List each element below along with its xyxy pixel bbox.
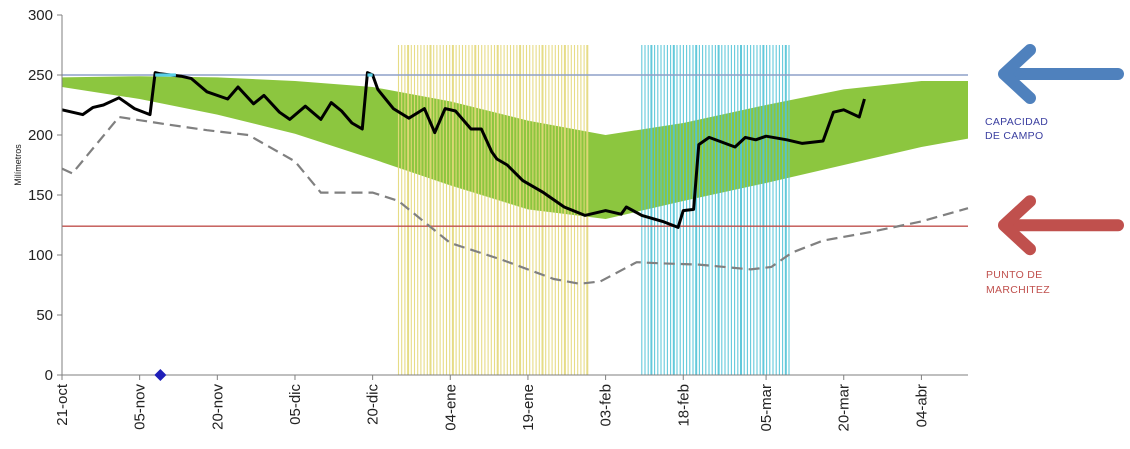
x-tick-label: 05-mar	[758, 384, 775, 432]
x-tick-label: 20-dic	[365, 384, 382, 425]
layer-ref	[62, 74, 968, 227]
x-tick-label: 03-feb	[598, 384, 615, 427]
layer-band	[62, 76, 968, 219]
y-tick-label: 300	[28, 7, 53, 24]
layer-lines	[61, 71, 969, 285]
solid-series-line	[61, 71, 866, 229]
x-tick-label: 19-ene	[520, 384, 537, 431]
event-marker	[154, 369, 167, 381]
x-tick-label: 05-dic	[287, 384, 304, 425]
x-tick-label: 18-feb	[675, 384, 692, 427]
range-band	[62, 76, 968, 219]
dashed-series-line	[61, 115, 969, 285]
marchitez-arrow-head	[998, 195, 1036, 256]
capacidad-de-campo-label: CAPACIDAD	[985, 116, 1048, 128]
y-tick-label: 0	[45, 367, 53, 384]
y-tick-label: 150	[28, 187, 53, 204]
y-tick-label: 200	[28, 127, 53, 144]
layer-ann: CAPACIDAD DE CAMPO PUNTO DE MARCHITEZ	[985, 44, 1124, 296]
x-tick-label: 04-abr	[913, 384, 930, 427]
y-axis-title: Milímetros	[13, 144, 23, 186]
x-tick-label: 05-nov	[132, 384, 149, 430]
y-tick-label: 100	[28, 247, 53, 264]
x-tick-label: 20-nov	[209, 384, 226, 430]
y-tick-label: 50	[36, 307, 53, 324]
x-tick-label: 04-ene	[442, 384, 459, 431]
capacidad-arrow-head	[998, 44, 1036, 104]
x-tick-label: 21-oct	[54, 383, 71, 426]
punto-de-marchitez-label: MARCHITEZ	[986, 284, 1050, 296]
layer-axes: 0 50 100 150 200 250 300 21-oct 05-nov 20-nov 05-d…	[13, 7, 968, 432]
x-tick-label: 20-mar	[836, 384, 853, 432]
punto-de-marchitez-label: PUNTO DE	[986, 269, 1042, 281]
capacidad-de-campo-label: DE CAMPO	[985, 130, 1043, 142]
y-tick-label: 250	[28, 67, 53, 84]
